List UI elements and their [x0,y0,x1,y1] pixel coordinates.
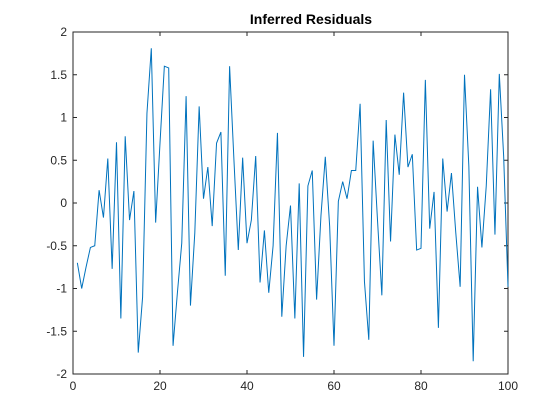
x-tick-label: 0 [70,379,77,393]
y-tick-label: -0.5 [46,239,67,253]
x-tick-label: 80 [414,379,428,393]
chart-title: Inferred Residuals [250,11,372,27]
x-tick-label: 100 [498,379,518,393]
y-tick-label: 2 [60,25,67,39]
plot-area: 0 20 40 60 80 100 -2 -1.5 -1 -0.5 0 0.5 1 1.5 2 [46,25,518,393]
series-line [76,48,509,362]
y-tick-label: 0 [60,196,67,210]
y-tick-label: -1.5 [46,324,67,338]
y-tick-label: 1.5 [50,68,67,82]
y-tick-label: 1 [60,111,67,125]
x-tick-label: 20 [153,379,167,393]
y-tick-label: -1 [56,282,67,296]
y-tick-label: -2 [56,367,67,381]
y-tick-label: 0.5 [50,153,67,167]
axes-box [72,31,509,375]
x-tick-label: 60 [327,379,341,393]
x-tick-label: 40 [240,379,254,393]
